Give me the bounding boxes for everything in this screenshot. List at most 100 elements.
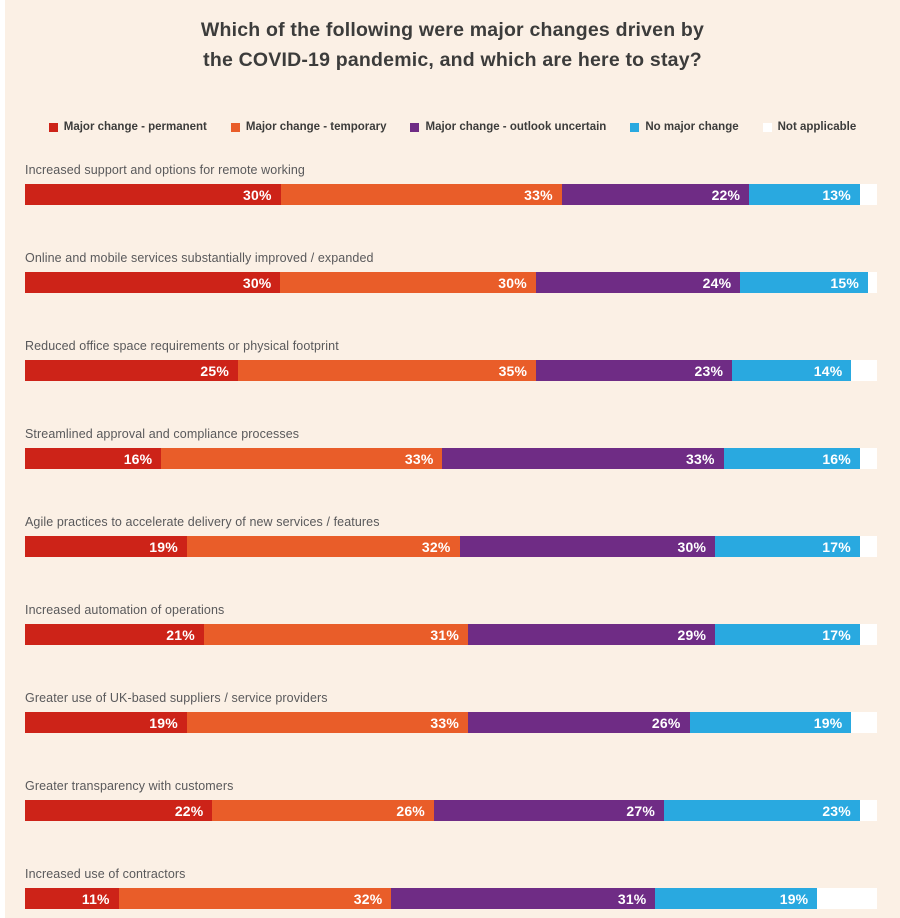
stacked-bar: 30% 33% 22% 13% xyxy=(25,184,877,205)
legend-swatch-icon xyxy=(230,122,240,132)
stacked-bar: 22% 26% 27% 23% xyxy=(25,800,877,821)
chart-row: Increased use of contractors 11% 32% 31% 19% xyxy=(25,866,900,909)
segment-value-label: 30% xyxy=(242,186,272,203)
stacked-bar: 16% 33% 33% 16% xyxy=(25,448,877,469)
segment-value-label: 33% xyxy=(404,450,434,467)
bar-segment xyxy=(859,536,877,557)
segment-value-label: 23% xyxy=(694,362,724,379)
bar-segment: 17% xyxy=(715,536,860,557)
category-label: Greater transparency with customers xyxy=(25,779,234,793)
bar-segment: 30% xyxy=(25,272,281,293)
page-title: Which of the following were major change… xyxy=(5,0,900,75)
segment-value-label: 19% xyxy=(813,714,843,731)
bar-segment: 30% xyxy=(459,536,716,557)
stacked-bar: 21% 31% 29% 17% xyxy=(25,624,877,645)
bar-segment: 15% xyxy=(740,272,868,293)
legend: Major change - permanent Major change - t… xyxy=(5,121,900,133)
segment-value-label: 31% xyxy=(430,626,460,643)
chart-background-panel: Which of the following were major change… xyxy=(5,0,900,918)
bar-segment: 16% xyxy=(25,448,162,469)
bar-segment xyxy=(859,624,877,645)
bar-segment: 29% xyxy=(468,624,716,645)
segment-value-label: 19% xyxy=(779,890,809,907)
segment-value-label: 30% xyxy=(498,274,527,291)
legend-item: Major change - permanent xyxy=(48,121,207,133)
stacked-bar: 25% 35% 23% 14% xyxy=(25,360,877,381)
category-label: Greater use of UK-based suppliers / serv… xyxy=(25,691,328,705)
bar-segment: 33% xyxy=(161,448,443,469)
bar-segment xyxy=(859,448,877,469)
segment-value-label: 33% xyxy=(430,714,460,731)
bar-segment: 19% xyxy=(689,712,852,733)
bar-segment: 23% xyxy=(663,800,860,821)
category-label: Increased use of contractors xyxy=(25,867,186,881)
legend-swatch-icon xyxy=(48,122,58,132)
segment-value-label: 29% xyxy=(677,626,707,643)
segment-value-label: 14% xyxy=(813,362,843,379)
bar-segment: 30% xyxy=(25,184,281,205)
chart-row: Agile practices to accelerate delivery o… xyxy=(25,514,900,557)
bar-segment: 22% xyxy=(561,184,750,205)
legend-swatch-icon xyxy=(630,122,640,132)
bar-segment xyxy=(851,712,877,733)
segment-value-label: 13% xyxy=(822,186,851,203)
chart-row: Increased support and options for remote… xyxy=(25,162,900,205)
segment-value-label: 23% xyxy=(822,802,851,819)
segment-value-label: 33% xyxy=(524,186,553,203)
segment-value-label: 16% xyxy=(123,450,153,467)
segment-value-label: 21% xyxy=(166,626,195,643)
segment-value-label: 17% xyxy=(822,538,851,555)
stacked-bar: 19% 32% 30% 17% xyxy=(25,536,877,557)
segment-value-label: 19% xyxy=(149,538,178,555)
category-label: Increased automation of operations xyxy=(25,603,225,617)
segment-value-label: 27% xyxy=(626,802,655,819)
segment-value-label: 35% xyxy=(498,362,528,379)
legend-item-label: Major change - temporary xyxy=(245,121,387,133)
bar-segment: 27% xyxy=(433,800,664,821)
bar-segment: 33% xyxy=(186,712,469,733)
bar-segment: 33% xyxy=(442,448,724,469)
segment-value-label: 16% xyxy=(822,450,851,467)
legend-swatch-icon xyxy=(762,122,772,132)
segment-value-label: 32% xyxy=(353,890,383,907)
segment-value-label: 31% xyxy=(617,890,647,907)
bar-segment xyxy=(851,360,877,381)
bar-segment: 25% xyxy=(25,360,238,381)
legend-swatch-icon xyxy=(410,122,420,132)
legend-item: No major change xyxy=(630,121,739,133)
legend-item: Major change - outlook uncertain xyxy=(410,121,606,133)
stacked-bar: 11% 32% 31% 19% xyxy=(25,888,877,909)
bar-segment: 19% xyxy=(25,536,187,557)
legend-item-label: No major change xyxy=(645,121,739,133)
bar-segment: 11% xyxy=(25,888,119,909)
bar-segment: 33% xyxy=(280,184,562,205)
bar-segment: 30% xyxy=(280,272,536,293)
stacked-bar: 30% 30% 24% 15% xyxy=(25,272,877,293)
chart-row: Online and mobile services substantially… xyxy=(25,250,900,293)
page-title-line-1: Which of the following were major change… xyxy=(200,19,705,41)
segment-value-label: 30% xyxy=(242,274,272,291)
bar-segment xyxy=(868,272,877,293)
segment-value-label: 15% xyxy=(830,274,859,291)
segment-value-label: 33% xyxy=(686,450,715,467)
chart-row: Reduced office space requirements or phy… xyxy=(25,338,900,381)
bar-segment: 35% xyxy=(238,360,537,381)
bar-segment: 16% xyxy=(723,448,860,469)
bar-segment: 26% xyxy=(212,800,434,821)
legend-item: Not applicable xyxy=(762,121,857,133)
chart-row: Greater transparency with customers 22% 26… xyxy=(25,778,900,821)
segment-value-label: 25% xyxy=(200,362,229,379)
segment-value-label: 32% xyxy=(421,538,451,555)
bar-segment: 24% xyxy=(535,272,741,293)
segment-value-label: 24% xyxy=(702,274,732,291)
bar-segment: 21% xyxy=(25,624,204,645)
bar-segment xyxy=(859,800,877,821)
segment-value-label: 26% xyxy=(651,714,681,731)
legend-item-label: Major change - outlook uncertain xyxy=(425,121,607,133)
category-label: Increased support and options for remote… xyxy=(25,163,305,177)
legend-item-label: Not applicable xyxy=(777,121,857,133)
bar-segment: 14% xyxy=(732,360,852,381)
chart-rows: Increased support and options for remote… xyxy=(5,162,900,909)
chart-row: Streamlined approval and compliance proc… xyxy=(25,426,900,469)
segment-value-label: 11% xyxy=(81,890,110,907)
